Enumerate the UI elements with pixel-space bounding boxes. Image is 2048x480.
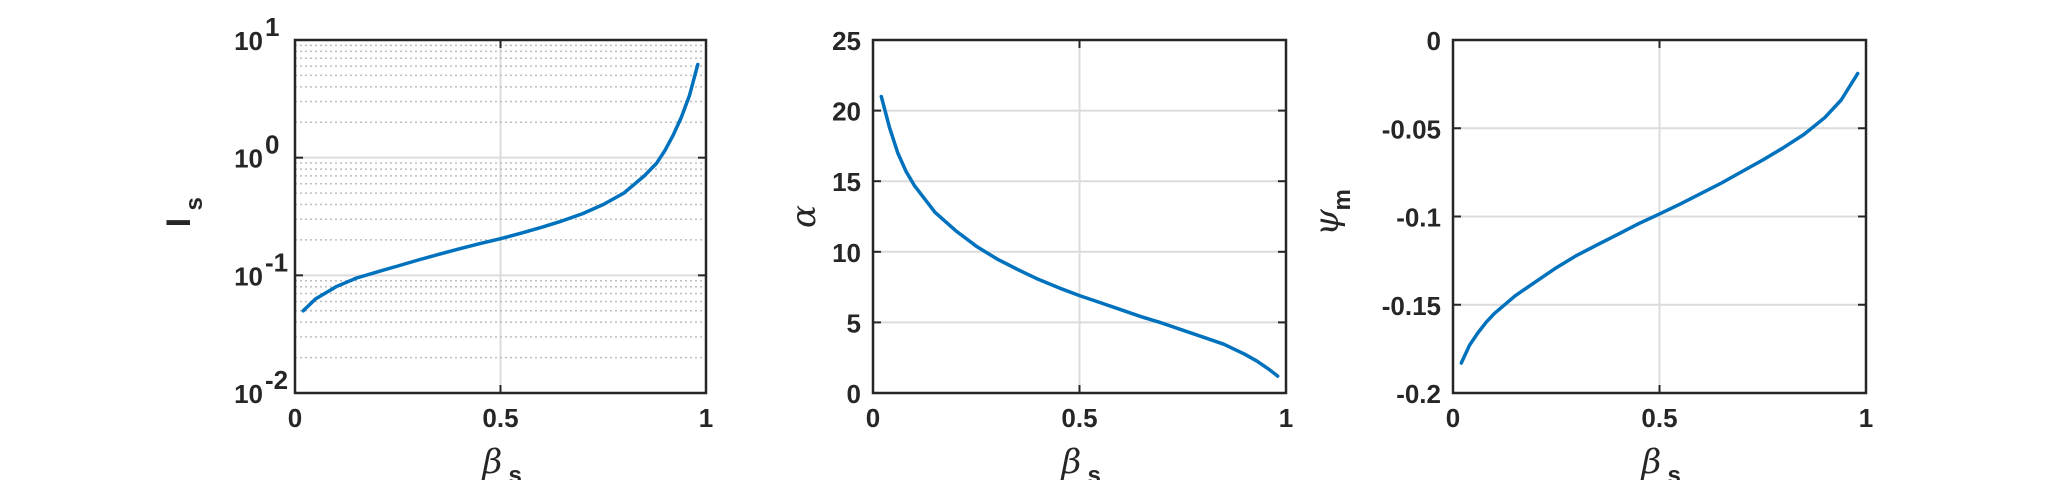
x-axis-label: β (1060, 442, 1082, 480)
y-tick-label: 10 (234, 144, 263, 174)
y-tick-exponent: 0 (265, 130, 279, 160)
y-axis-label-group: α (784, 205, 824, 228)
x-tick-label: 0.5 (1641, 403, 1677, 433)
y-tick-label: 25 (832, 26, 861, 56)
x-tick-label: 0.5 (482, 403, 518, 433)
x-tick-label: 0.5 (1061, 403, 1097, 433)
y-tick-label: 5 (847, 308, 861, 338)
x-axis-label-subscript: s (1668, 462, 1681, 480)
y-axis-label: α (784, 205, 824, 228)
y-axis-label-subscript: m (1329, 189, 1356, 210)
x-tick-label: 0 (1446, 403, 1460, 433)
grid (1452, 39, 1867, 394)
x-axis-label: β (481, 442, 503, 480)
x-axis-label-subscript: s (509, 462, 522, 480)
y-axis-label-group: Is (160, 197, 208, 227)
x-tick-label: 1 (699, 403, 713, 433)
y-axis-label: I (160, 218, 198, 227)
y-tick-label: 0 (1427, 26, 1441, 56)
y-tick-label: 20 (832, 97, 861, 127)
y-tick-label: 10 (234, 379, 263, 409)
y-tick-exponent: 1 (265, 12, 279, 42)
y-tick-exponent: -1 (265, 247, 288, 277)
y-tick-label: -0.05 (1382, 114, 1441, 144)
y-tick-label: 15 (832, 167, 861, 197)
x-tick-label: 1 (1859, 403, 1873, 433)
y-tick-label: 10 (832, 238, 861, 268)
y-axis-label-group: ψm (1307, 189, 1356, 236)
x-axis-label-subscript: s (1088, 462, 1101, 480)
x-tick-label: 0 (866, 403, 880, 433)
y-tick-label: 10 (234, 26, 263, 56)
x-axis-label: β (1640, 442, 1662, 480)
y-tick-label: -0.15 (1382, 291, 1441, 321)
y-tick-label: -0.2 (1396, 379, 1441, 409)
series-line (301, 62, 700, 313)
chart-panel-3: 0 0.5 1 0 -0.05 -0.1 -0.15 -0.2 β s ψm (1307, 26, 1873, 480)
y-tick-exponent: -2 (265, 365, 288, 395)
y-axis-label: ψ (1307, 209, 1347, 236)
y-tick-label: -0.1 (1396, 203, 1441, 233)
series-line (879, 94, 1280, 378)
x-tick-label: 0 (288, 403, 302, 433)
grid (872, 39, 1287, 394)
y-tick-label: 10 (234, 261, 263, 291)
series-line (1459, 71, 1860, 365)
grid (294, 39, 707, 394)
y-axis-label-subscript: s (181, 197, 208, 210)
x-tick-label: 1 (1279, 403, 1293, 433)
y-tick-label: 0 (847, 379, 861, 409)
